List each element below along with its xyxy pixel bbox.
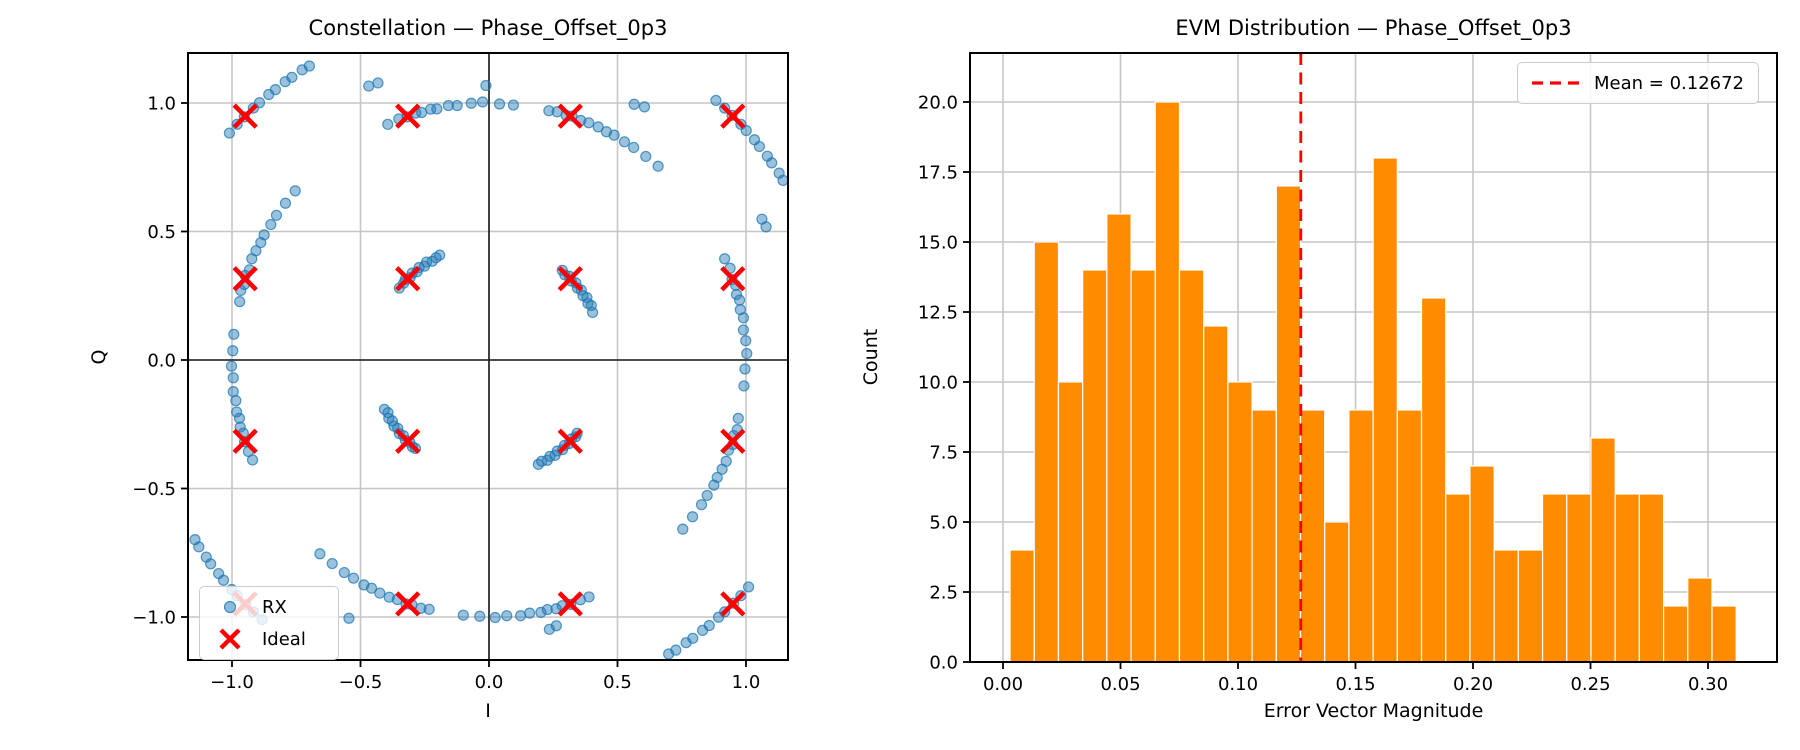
ideal-marker-icon	[210, 627, 250, 651]
svg-text:0.20: 0.20	[1453, 674, 1493, 695]
svg-text:−1.0: −1.0	[210, 672, 254, 693]
mean-legend: Mean = 0.12672	[1517, 62, 1760, 104]
svg-text:−0.5: −0.5	[132, 479, 176, 500]
svg-text:0.05: 0.05	[1100, 674, 1140, 695]
svg-text:17.5: 17.5	[918, 163, 958, 184]
svg-text:0.15: 0.15	[1335, 674, 1375, 695]
svg-text:20.0: 20.0	[918, 93, 958, 114]
left-plot-ylabel: Q	[88, 349, 110, 365]
legend-mean-label: Mean = 0.12672	[1594, 72, 1745, 94]
svg-text:0.00: 0.00	[983, 674, 1023, 695]
rx-marker-icon	[210, 599, 250, 615]
right-plot-xlabel: Error Vector Magnitude	[1263, 700, 1484, 722]
legend-rx-label: RX	[262, 596, 287, 618]
legend-ideal-label: Ideal	[262, 628, 306, 650]
legend-row-rx: RX	[210, 591, 328, 623]
left-plot-xlabel: I	[485, 700, 491, 722]
svg-text:1.0: 1.0	[732, 672, 761, 693]
svg-text:0.5: 0.5	[147, 222, 176, 243]
svg-text:2.5: 2.5	[929, 583, 958, 604]
svg-text:0.5: 0.5	[603, 672, 632, 693]
right-plot-ylabel: Count	[860, 328, 882, 386]
mean-dashed-line-icon	[1532, 79, 1580, 87]
svg-text:15.0: 15.0	[918, 233, 958, 254]
svg-text:10.0: 10.0	[918, 373, 958, 394]
svg-text:5.0: 5.0	[929, 513, 958, 534]
svg-text:0.0: 0.0	[475, 672, 504, 693]
svg-text:0.25: 0.25	[1570, 674, 1610, 695]
legend-row-ideal: Ideal	[210, 623, 328, 655]
svg-text:7.5: 7.5	[929, 443, 958, 464]
svg-text:0.0: 0.0	[929, 653, 958, 674]
svg-text:0.0: 0.0	[147, 351, 176, 372]
svg-text:12.5: 12.5	[918, 303, 958, 324]
constellation-legend: RX Ideal	[199, 586, 339, 660]
left-plot-title: Constellation — Phase_Offset_0p3	[308, 16, 668, 40]
right-plot-title: EVM Distribution — Phase_Offset_0p3	[1175, 16, 1572, 40]
svg-text:0.30: 0.30	[1688, 674, 1728, 695]
svg-text:−0.5: −0.5	[339, 672, 383, 693]
svg-text:1.0: 1.0	[147, 94, 176, 115]
svg-text:−1.0: −1.0	[132, 608, 176, 629]
svg-text:0.10: 0.10	[1218, 674, 1258, 695]
